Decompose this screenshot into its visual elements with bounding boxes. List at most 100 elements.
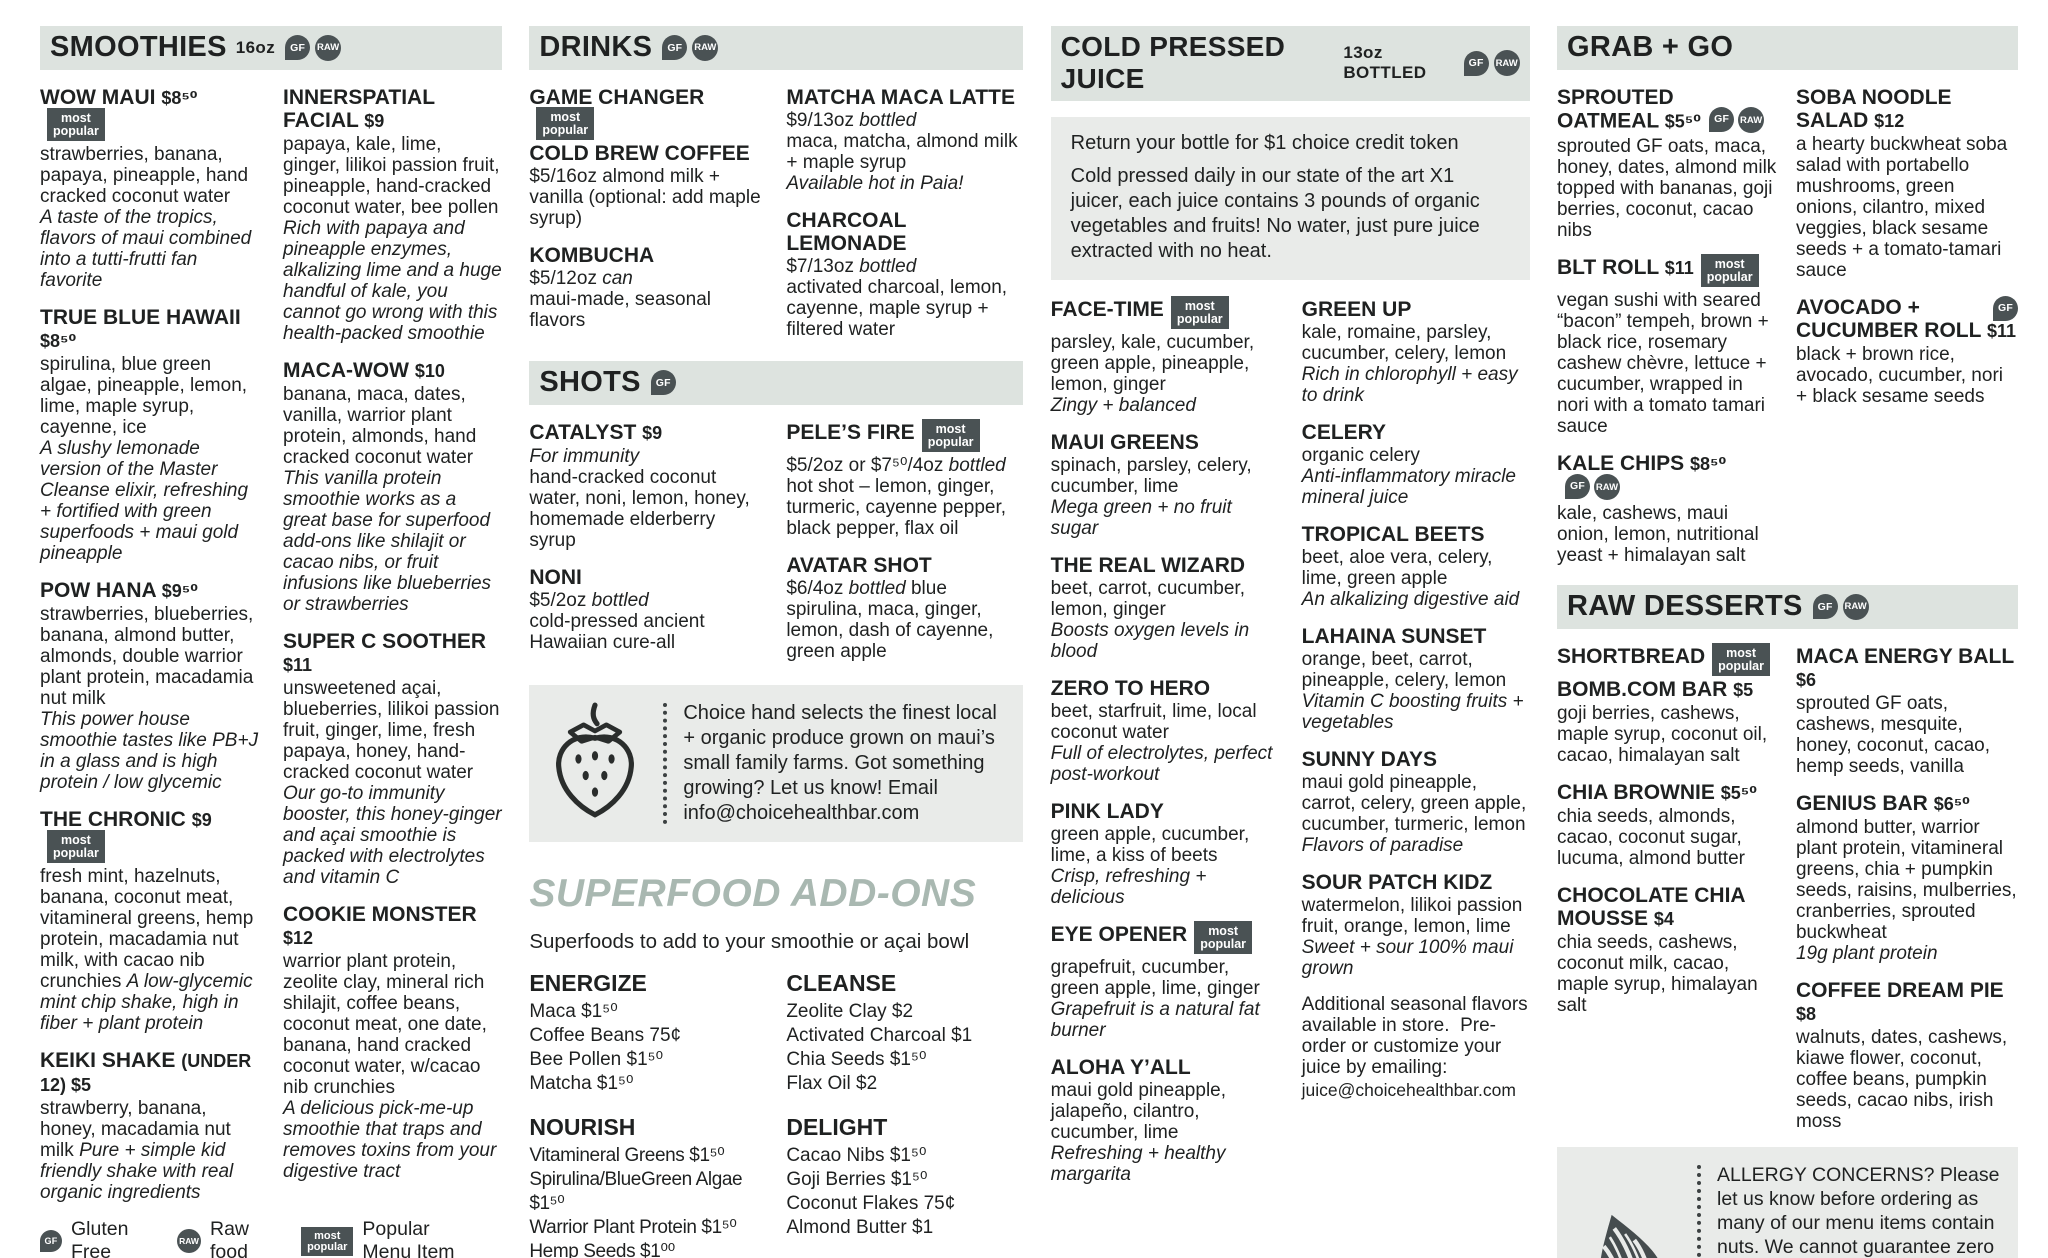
item-name-line: CATALYST $9 [529,421,766,445]
item-name-line: MAUI GREENS [1051,431,1279,454]
item-name: KEIKI SHAKE [40,1049,176,1072]
menu-item-keiki-shake: KEIKI SHAKE (UNDER 12) $5 strawberry, ba… [40,1049,259,1203]
item-price: $11 [1664,258,1694,278]
item-name-line: THE REAL WIZARD [1051,554,1279,577]
item-body: $5/16oz almond milk + vanilla (optional:… [529,166,766,229]
juice-columns: FACE-TIME most popular parsley, kale, cuc… [1050,296,1530,1200]
item-name: MACA-WOW [283,359,409,382]
gluten-free-icon: GF [40,1230,62,1252]
item-body: kale, cashews, maui onion, lemon, nutrit… [1556,503,1765,566]
shots-sub-right: PELE’S FIRE most popular $5/2oz or $7⁵⁰/4… [786,419,1023,677]
desserts-sub-right: MACA ENERGY BALL $6 sprouted GF oats, ca… [1796,645,2018,1147]
item-body: beet, aloe vera, celery, lime, green app… [1301,547,1520,610]
gf-label: GF [667,41,683,54]
menu-item-pink-lady: PINK LADY green apple, cucumber, lime, a… [1051,800,1279,908]
item-name-line: COFFEE DREAM PIE $8 [1796,979,2018,1026]
item-body: walnuts, dates, cashews, kiawe flower, c… [1795,1027,2013,1132]
item-name: SOUR PATCH KIDZ [1301,871,1493,894]
raw-icon: RAW [1493,50,1520,76]
item-name: MAUI GREENS [1050,431,1199,454]
strawberry-icon [543,701,647,826]
item-name: LAHAINA SUNSET [1301,625,1487,648]
addon-group-energize: ENERGIZE Maca $1⁵⁰ Coffee Beans 75¢ Bee … [529,970,766,1096]
item-name: MACA ENERGY BALL [1795,645,2014,668]
item-body: $5/12oz can maui-made, seasonal flavors [529,268,711,331]
grab-go-sub-left: SPROUTED OATMEAL $5⁵⁰ GF RAW sprouted GF o… [1557,86,1779,581]
menu-item-noni: NONI $5/2oz bottled cold-pressed ancient… [529,566,766,653]
item-name-line: TROPICAL BEETS [1302,523,1530,546]
dotted-divider [663,703,668,824]
item-body: warrior plant protein, zeolite clay, min… [283,951,502,1182]
allergy-callout: ALLERGY CONCERNS? Please let us know bef… [1556,1147,2018,1258]
item-name: BLT ROLL [1556,256,1659,279]
addons-columns: ENERGIZE Maca $1⁵⁰ Coffee Beans 75¢ Bee … [529,970,1023,1258]
menu-item-face-time: FACE-TIME most popular parsley, kale, cuc… [1050,296,1279,416]
addon-group-name: NOURISH [529,1114,636,1140]
menu-item-maca-energy-ball: MACA ENERGY BALL $6 sprouted GF oats, ca… [1796,645,2018,777]
menu-item-the-real-wizard: THE REAL WIZARD beet, carrot, cucumber, … [1051,554,1279,662]
item-body: beet, carrot, cucumber, lemon, ginger Bo… [1050,578,1255,662]
item-price: $6 [1795,670,1817,690]
item-name-line: PINK LADY [1051,800,1279,823]
local-produce-callout: Choice hand selects the finest local + o… [529,685,1024,842]
item-price: $9 [191,810,212,830]
item-name: NONI [529,566,582,589]
raw-label: RAW [1740,114,1763,126]
item-price: $11 [283,655,313,675]
item-body: beet, starfruit, lime, local coconut wat… [1050,701,1278,785]
grab-go-columns: SPROUTED OATMEAL $5⁵⁰ GF RAW sprouted GF o… [1557,86,2018,581]
item-name: SUPER C SOOTHER [283,630,487,653]
item-name-line: TRUE BLUE HAWAII $8⁵⁰ [40,306,259,353]
menu-item-eye-opener: EYE OPENER most popular grapefruit, cucum… [1050,921,1279,1041]
allergy-text: ALLERGY CONCERNS? Please let us know bef… [1716,1164,2000,1258]
gf-label: GF [290,41,306,54]
item-body: $9/13oz bottled maca, matcha, almond mil… [786,110,1018,194]
item-price: $11 [1986,321,2016,341]
addon-group-name: CLEANSE [786,970,897,996]
item-name-line: MACA-WOW $10 [283,359,502,383]
gf-label: GF [44,1236,58,1246]
most-popular-badge: most popular [921,419,980,452]
bottle-return-note: Return your bottle for $1 choice credit … [1050,117,1530,280]
item-icons: GF RAW [1564,474,1620,500]
menu-item-chia-brownie: CHIA BROWNIE $5⁵⁰ chia seeds, almonds, c… [1557,781,1779,869]
item-name: FACE-TIME [1050,298,1164,321]
item-name-line: EYE OPENER most popular [1051,921,1279,956]
legend-label: Popular Menu Item [362,1218,455,1258]
raw-icon: RAW [1842,593,1869,620]
raw-icon: RAW [315,34,342,61]
juice-sub-left: FACE-TIME most popular parsley, kale, cuc… [1050,296,1279,1200]
section-icons: GF RAW [662,34,719,61]
item-body: chia seeds, almonds, cacao, coconut suga… [1556,806,1748,869]
item-name: COFFEE DREAM PIE [1795,979,2004,1002]
item-price: $5⁵⁰ [1664,111,1702,132]
raw-icon: RAW [692,34,719,61]
drinks-sub-left: GAME CHANGERmost popular COLD BREW COFFE… [529,86,766,355]
item-name: AVATAR SHOT [786,554,932,577]
legend: GF Gluten Free RAW Raw food most popular… [40,1218,502,1258]
most-popular-badge: most popular [1170,296,1229,329]
item-body: $6/4oz bottled blue spirulina, maca, gin… [786,578,999,662]
item-name-line: POW HANA $9⁵⁰ [40,579,259,603]
item-body: maui gold pineapple, carrot, celery, gre… [1301,772,1527,856]
item-name: KOMBUCHA [529,244,655,267]
juice-email: juice@choicehealthbar.com [1301,1080,1516,1100]
item-name: CHOCOLATE CHIA MOUSSE [1556,884,1745,930]
item-name: TROPICAL BEETS [1301,523,1485,546]
most-popular-badge: most popular [1700,254,1759,287]
item-name-line: THE CHRONIC $9 most popular [40,808,259,865]
gluten-free-icon: GF [1812,594,1838,619]
addon-group-name: DELIGHT [786,1114,888,1140]
item-body: For immunity hand-cracked coconut water,… [529,446,750,551]
item-body: grapefruit, cucumber, green apple, lime,… [1050,957,1266,1041]
seasonal-flavors-note: Additional seasonal flavors available in… [1302,994,1530,1101]
section-title: RAW DESSERTS [1566,590,1803,622]
menu-item-wow-maui: WOW MAUI $8⁵⁰ most popular strawberries, … [40,86,259,291]
item-name: THE CHRONIC [40,808,186,831]
menu-item-charcoal-lemonade: CHARCOAL LEMONADE $7/13oz bottled activa… [786,209,1023,340]
menu-item-sour-patch-kidz: SOUR PATCH KIDZ watermelon, lilikoi pass… [1302,871,1530,979]
item-name-line: KEIKI SHAKE (UNDER 12) $5 [40,1049,259,1097]
section-title: DRINKS [539,31,653,63]
most-popular-badge: most popular [47,108,105,141]
item-price: $9⁵⁰ [161,581,199,601]
